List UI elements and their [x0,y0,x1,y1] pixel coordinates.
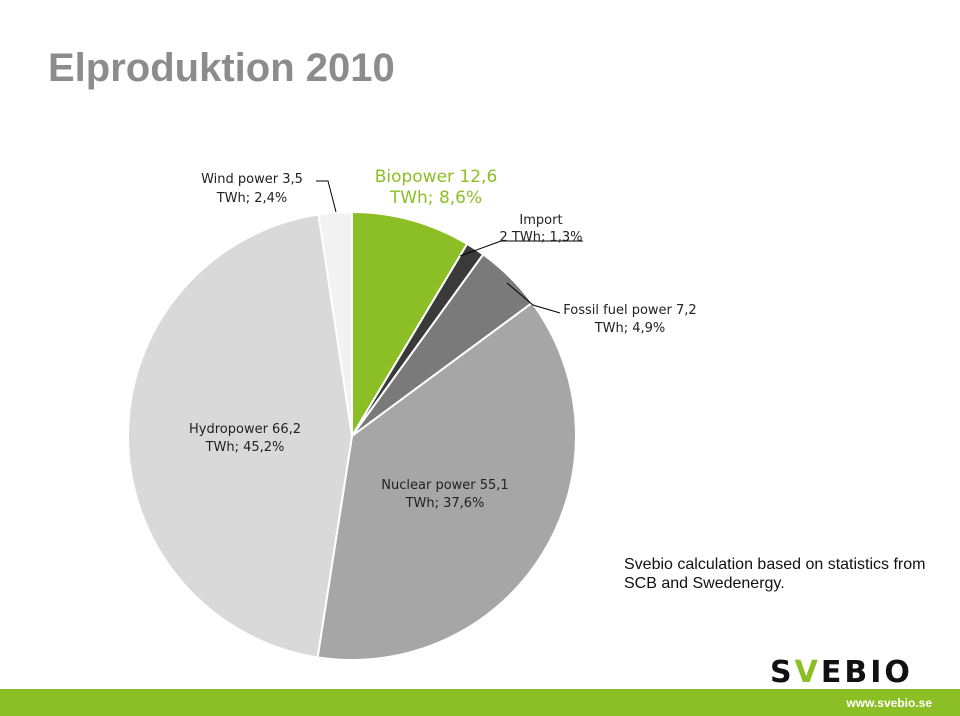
logo-text: SVEBIO [770,655,913,690]
svebio-logo: SVEBIO [770,657,940,689]
data-label-wind-power: Wind power 3,5 TWh; 2,4% [201,172,303,206]
data-label-biopower: Biopower 12,6 TWh; 8,6% [375,167,498,208]
pie-slice-hydropower [127,213,354,659]
data-label-import: Import 2 TWh; 1,3% [500,213,583,245]
pie-slice-biopower [351,210,469,440]
leader-line-import [459,240,583,257]
pie-slice-nuclear-power [316,301,577,661]
pie-slice-wind-power [317,210,353,437]
data-label-hydropower: Hydropower 66,2 TWh; 45,2% [189,422,301,455]
footer-url[interactable]: www.svebio.se [846,696,932,710]
data-label-fossil-fuel-power: Fossil fuel power 7,2 TWh; 4,9% [563,303,696,336]
footer-bar [0,689,960,716]
data-label-nuclear-power: Nuclear power 55,1 TWh; 37,6% [381,478,508,511]
leader-line-fossil-fuel-power [506,282,561,314]
pie-chart: Biopower 12,6 TWh; 8,6%Import 2 TWh; 1,3% F… [127,167,697,661]
page-title: Elproduktion 2010 [48,46,395,90]
source-note: Svebio calculation based on statistics f… [624,556,926,592]
leader-line-wind-power [316,180,337,213]
